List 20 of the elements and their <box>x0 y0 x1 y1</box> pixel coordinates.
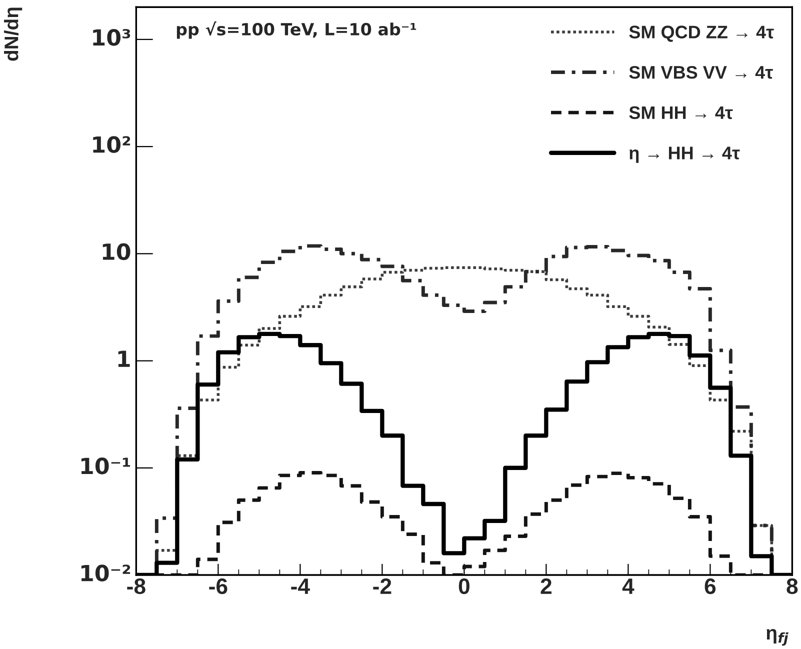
y-tick-label: 1 <box>118 350 130 367</box>
x-tick-label: 6 <box>704 578 716 594</box>
x-tick-label: -4 <box>291 578 310 594</box>
y-tick-label: 10³ <box>93 29 130 46</box>
x-tick-label: -2 <box>373 578 392 594</box>
x-tick-label: 4 <box>622 578 634 594</box>
y-tick-label: 10² <box>93 136 130 153</box>
legend-label: SM VBS VV → 4τ <box>629 66 773 79</box>
legend-label: SM HH → 4τ <box>629 106 733 120</box>
y-tick-label: 10 <box>102 243 130 260</box>
x-tick-label: 0 <box>458 578 470 594</box>
legend-label: η → HH → 4τ <box>630 146 740 163</box>
x-tick-label: 8 <box>786 578 798 594</box>
x-axis-title: η$_{fj}$ <box>766 629 788 646</box>
x-tick-label: -6 <box>209 578 228 594</box>
y-axis-title: dN/dη <box>4 8 22 61</box>
y-tick-label: 10⁻¹ <box>81 458 130 474</box>
x-tick-label: 2 <box>540 578 552 594</box>
annotation: pp √s=100 TeV, L=10 ab⁻¹ <box>176 21 416 39</box>
legend-label: SM QCD ZZ → 4τ <box>629 26 774 42</box>
